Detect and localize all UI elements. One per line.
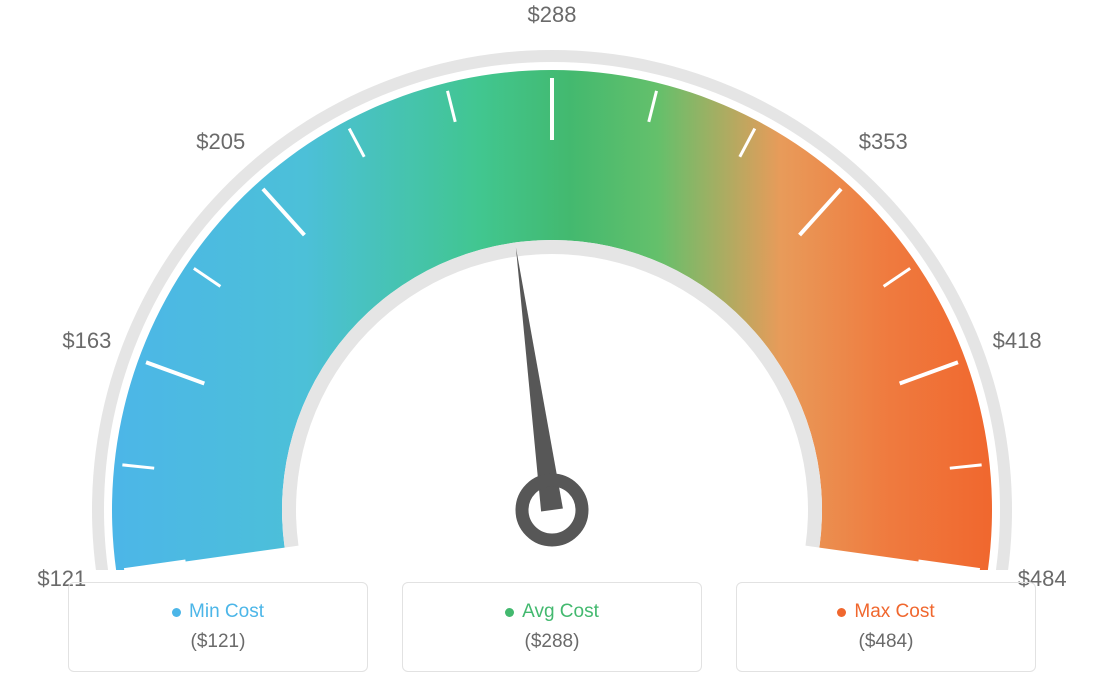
legend-card-avg: Avg Cost ($288) (402, 582, 702, 672)
gauge-tick-label: $353 (859, 129, 908, 155)
legend-title-row: Min Cost (172, 601, 264, 623)
gauge-tick-label: $288 (528, 2, 577, 28)
gauge-svg (0, 0, 1104, 570)
legend-value-min: ($121) (191, 631, 246, 653)
legend-title-max: Max Cost (854, 601, 934, 623)
gauge-area: $121$163$205$288$353$418$484 (0, 0, 1104, 570)
gauge-tick-label: $205 (196, 129, 245, 155)
legend-card-min: Min Cost ($121) (68, 582, 368, 672)
gauge-tick-label: $418 (993, 328, 1042, 354)
legend-title-min: Min Cost (189, 601, 264, 623)
gauge-tick-label: $163 (62, 328, 111, 354)
legend-card-max: Max Cost ($484) (736, 582, 1036, 672)
dot-icon (505, 608, 514, 617)
legend-title-avg: Avg Cost (522, 601, 599, 623)
dot-icon (837, 608, 846, 617)
dot-icon (172, 608, 181, 617)
chart-container: $121$163$205$288$353$418$484 Min Cost ($… (0, 0, 1104, 690)
legend-row: Min Cost ($121) Avg Cost ($288) Max Cost… (0, 582, 1104, 672)
legend-value-max: ($484) (859, 631, 914, 653)
gauge-needle (516, 247, 563, 511)
legend-title-row: Avg Cost (505, 601, 599, 623)
legend-value-avg: ($288) (525, 631, 580, 653)
legend-title-row: Max Cost (837, 601, 934, 623)
